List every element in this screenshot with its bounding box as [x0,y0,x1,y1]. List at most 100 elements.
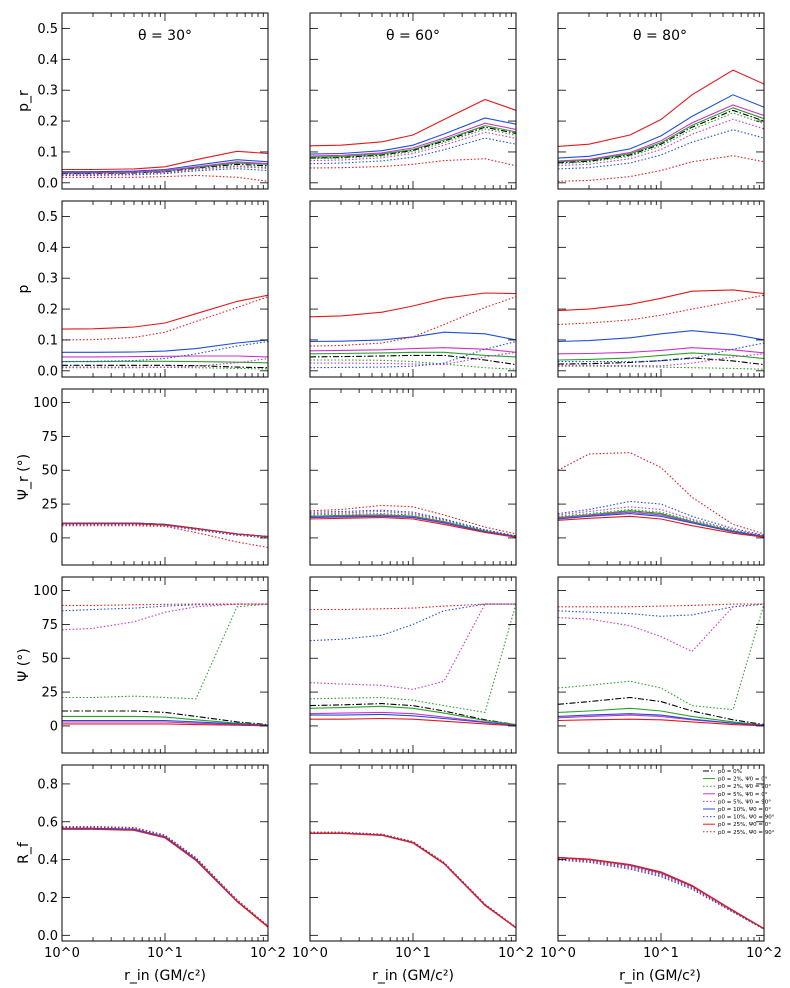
y-axis-title: Ψ_r (°) [16,454,32,500]
panel-r3-c1: 0 25 50 75 100 Ψ_r (°) [16,388,269,566]
series-line-1 [309,354,517,366]
series-line-4 [62,721,269,726]
series-line-7 [309,603,516,642]
y-tick-label: 0.8 [37,777,58,792]
series-line-2 [557,707,765,726]
series-line-4 [557,347,765,355]
x-tick-label: 10^2 [746,946,782,961]
x-axis-title-col-2: r_in (GM/c²) [372,968,454,984]
series-line-2 [557,352,765,361]
series-line-7 [309,340,517,369]
series-line-8 [310,832,517,929]
series-line-8 [557,856,765,929]
series-line-7 [557,603,765,617]
series-line-9 [557,294,765,326]
series-line-6 [310,832,517,929]
x-tick-label: 10^1 [643,946,679,961]
series-line-3 [557,603,765,711]
legend-label-9: p0 = 25%, Ψ0 = 90° [718,830,775,836]
y-tick-label: 75 [41,430,58,445]
x-tick-label: 10^1 [147,946,183,961]
series-line-8 [557,289,765,312]
series-line-4 [62,355,269,358]
series-line-3 [557,858,765,930]
y-tick-label: 25 [41,686,58,701]
column-titles: θ = 30° θ = 60° θ = 80° [138,28,687,44]
series-line-1 [62,364,269,369]
series-line-4 [309,711,517,726]
series-line-9 [309,158,517,169]
x-axis-titles: r_in (GM/c²) r_in (GM/c²) r_in (GM/c²) [124,968,701,984]
series-line-3 [309,128,517,160]
series-line-6 [62,339,269,353]
series-line-8 [557,515,765,538]
y-tick-label: 0.5 [37,22,58,37]
series-line-2 [309,351,517,358]
series-line-2 [557,510,765,538]
series-line-8 [309,292,517,318]
y-tick-label: 0.3 [37,84,58,99]
series-line-7 [62,168,269,176]
series-line-2 [309,514,517,538]
series-line-1 [557,109,765,164]
series-line-1 [62,163,269,175]
legend: p0 = 0% p0 = 2%, Ψ0 = 0°p0 = 2%, Ψ0 = 90°… [703,769,775,836]
series-line-2 [309,705,517,726]
series-line-1 [557,357,765,366]
series-line-2 [62,715,269,726]
y-tick-label: 0.0 [37,176,58,191]
series-line-3 [557,112,765,165]
series-line-6 [309,117,517,155]
y-tick-label: 0.2 [37,891,58,906]
series-line-5 [62,826,269,927]
y-tick-label: 0 [50,719,58,734]
series-line-9 [310,603,516,611]
series-line-1 [310,832,517,929]
y-tick-label: 0 [50,531,58,546]
series-line-8 [62,828,269,928]
series-line-4 [557,857,765,930]
x-tick-label: 10^2 [498,946,534,961]
series-line-1 [557,857,765,930]
y-tick-label: 25 [41,498,58,513]
y-tick-label: 0.1 [37,145,58,160]
series-line-1 [62,827,269,928]
legend-label-6: p0 = 10%, Ψ0 = 0° [718,807,771,813]
y-axis-title: R_f [16,841,32,864]
series-line-6 [557,94,765,159]
series-line-8 [62,150,269,171]
y-tick-label: 100 [33,396,58,411]
y-tick-label: 75 [41,618,58,633]
series-line-6 [557,856,765,930]
panel-frame [61,764,269,942]
series-line-4 [62,827,269,928]
panel-r2-c3 [557,200,765,378]
series-line-6 [62,159,269,173]
series-line-2 [62,360,269,364]
series-line-1 [62,710,269,726]
x-tick-label: 10^0 [44,946,80,961]
series-line-6 [557,330,765,343]
series-line-1 [309,126,517,159]
series-line-3 [558,365,765,370]
series-line-6 [557,713,765,726]
series-line-7 [61,603,268,612]
series-line-4 [309,347,517,353]
y-tick-label: 0.2 [37,303,58,318]
series-line-1 [557,696,765,726]
legend-label-7: p0 = 10%, Ψ0 = 90° [718,815,775,821]
series-line-8 [61,294,269,330]
series-line-9 [309,296,517,347]
y-tick-label: 0.4 [37,241,58,256]
panel-r5-c3: 10^0 10^1 10^2 [540,764,782,961]
series-line-7 [310,831,517,928]
series-line-8 [557,718,765,727]
series-line-2 [557,857,765,930]
series-line-4 [62,161,269,174]
y-axis-title: Ψ (°) [16,648,32,681]
panel-r3-c2 [309,388,517,566]
series-line-5 [310,351,517,366]
series-line-6 [557,513,765,538]
series-line-7 [62,523,269,539]
